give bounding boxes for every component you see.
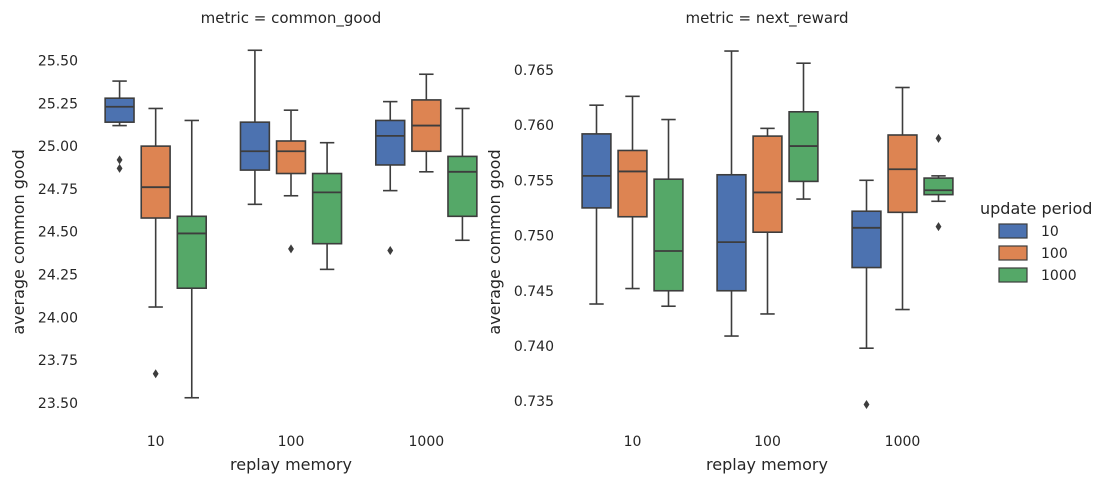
box-10-at-10 [581, 104, 612, 305]
x-tick-labels: 10 100 1000 [624, 434, 921, 450]
y-tick-label: 24.25 [38, 268, 78, 284]
box-body [447, 155, 478, 218]
box-1000-at-10 [176, 119, 207, 399]
outlier-point [863, 400, 870, 410]
y-tick-label: 23.50 [38, 396, 78, 412]
y-tick-label: 0.735 [514, 394, 554, 410]
outlier-point [116, 163, 123, 173]
box-body [311, 172, 343, 245]
box-body [140, 145, 171, 219]
x-tick-label: 1000 [885, 434, 921, 450]
box-body [716, 173, 747, 292]
legend-title: update period [980, 199, 1092, 218]
legend-label-10: 10 [1041, 224, 1059, 240]
x-axis-label: replay memory [230, 455, 352, 474]
outlier-point [935, 133, 942, 143]
box-1000-at-1000 [447, 107, 478, 242]
box-body [375, 119, 406, 166]
legend-swatch-1000 [998, 267, 1028, 283]
box-group [104, 49, 478, 399]
legend-swatch-100 [998, 245, 1028, 261]
box-100-at-10 [140, 107, 171, 379]
outlier-point [387, 246, 394, 256]
box-body [887, 134, 918, 214]
y-axis-label: average common good [9, 149, 28, 334]
box-10-at-100 [716, 50, 747, 337]
panel-common-good: metric = common_good replay memory avera… [9, 9, 478, 474]
box-body [275, 140, 307, 175]
y-tick-label: 25.00 [38, 139, 78, 155]
box-1000-at-100 [311, 141, 343, 271]
box-10-at-1000 [851, 179, 882, 410]
y-tick-label: 0.765 [514, 63, 554, 79]
box-10-at-10 [104, 80, 135, 173]
box-10-at-1000 [375, 100, 406, 256]
box-group [581, 50, 954, 410]
x-tick-labels: 10 100 1000 [147, 434, 444, 450]
x-tick-label: 10 [624, 434, 642, 450]
legend-swatch-10 [998, 223, 1028, 239]
x-axis-label: replay memory [706, 455, 828, 474]
box-body [851, 210, 882, 269]
box-1000-at-10 [653, 118, 684, 308]
box-100-at-10 [617, 95, 648, 290]
box-body [176, 215, 207, 289]
outlier-point [288, 244, 294, 254]
box-100-at-1000 [411, 73, 442, 173]
y-tick-label: 0.755 [514, 173, 554, 189]
y-tick-label: 0.740 [514, 339, 554, 355]
box-1000-at-100 [788, 62, 819, 200]
outlier-point [116, 155, 123, 165]
y-tick-label: 24.50 [38, 225, 78, 241]
legend-label-1000: 1000 [1041, 268, 1077, 284]
y-tick-label: 24.00 [38, 310, 78, 326]
box-10-at-100 [239, 49, 271, 206]
box-body [581, 133, 612, 209]
y-tick-label: 0.745 [514, 284, 554, 300]
box-body [752, 135, 783, 234]
box-100-at-100 [275, 109, 307, 254]
y-tick-label: 0.750 [514, 229, 554, 245]
y-tick-label: 25.25 [38, 96, 78, 112]
outlier-point [152, 369, 159, 379]
legend-label-100: 100 [1041, 246, 1068, 262]
box-100-at-100 [752, 127, 783, 315]
y-tick-label: 23.75 [38, 353, 78, 369]
panel-next-reward: metric = next_reward replay memory avera… [485, 9, 954, 474]
y-tick-label: 0.760 [514, 118, 554, 134]
box-body [923, 177, 954, 196]
x-tick-label: 1000 [409, 434, 445, 450]
y-tick-label: 24.75 [38, 182, 78, 198]
legend-entries: 10 100 1000 [998, 223, 1077, 284]
box-1000-at-1000 [923, 133, 954, 232]
legend: update period 10 100 1000 [980, 199, 1092, 284]
y-tick-label: 25.50 [38, 54, 78, 70]
y-axis-label: average common good [485, 149, 504, 334]
outlier-point [935, 222, 942, 232]
box-body [653, 178, 684, 292]
y-tick-labels: 23.50 23.75 24.00 24.25 24.50 24.75 25.00 25.25… [38, 54, 78, 412]
y-tick-labels: 0.735 0.740 0.745 0.750 0.755 0.760 0.765 [514, 63, 554, 410]
panel-title: metric = common_good [201, 9, 382, 28]
x-tick-label: 10 [147, 434, 165, 450]
box-100-at-1000 [887, 86, 918, 311]
box-body [617, 149, 648, 218]
box-body [104, 97, 135, 123]
panel-title: metric = next_reward [685, 9, 848, 28]
x-tick-label: 100 [754, 434, 781, 450]
x-tick-label: 100 [278, 434, 305, 450]
box-body [239, 121, 271, 171]
